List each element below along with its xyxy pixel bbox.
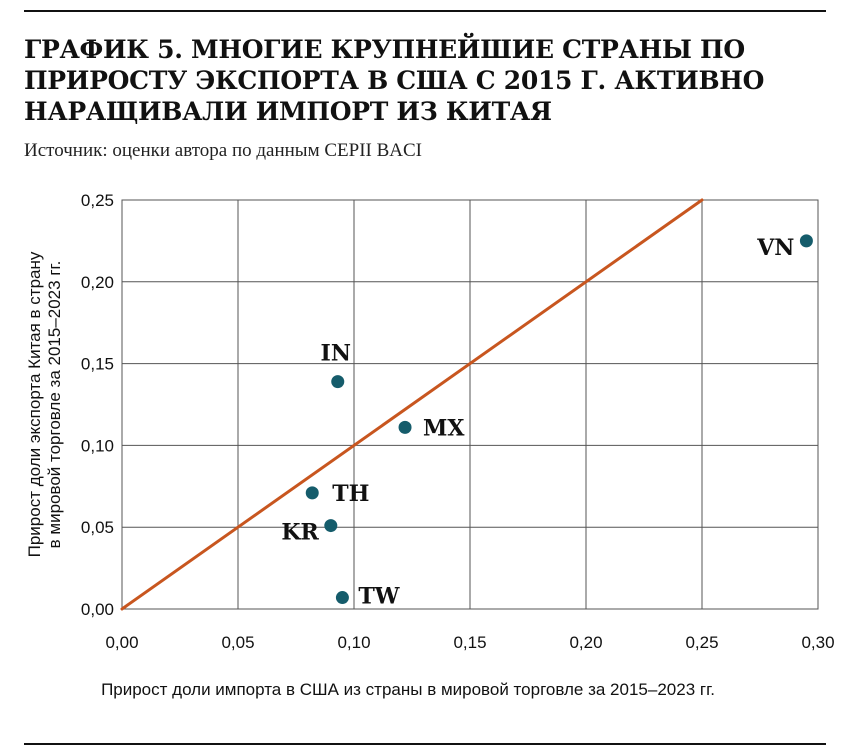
y-tick-label: 0,15 <box>81 355 114 374</box>
y-axis-title-line: в мировой торговле за 2015–2023 гг. <box>45 261 64 549</box>
reference-line <box>120 198 704 611</box>
point-label-in: IN <box>321 341 351 367</box>
x-axis-title: Прирост доли импорта в США из страны в м… <box>101 680 715 699</box>
y-tick-label: 0,10 <box>81 436 114 455</box>
x-tick-label: 0,30 <box>801 633 834 652</box>
y-tick-label: 0,25 <box>81 191 114 210</box>
x-tick-label: 0,10 <box>337 633 370 652</box>
data-point-mx <box>398 420 412 434</box>
data-point-tw <box>335 591 349 605</box>
data-point-vn <box>799 234 813 248</box>
top-rule <box>24 10 826 12</box>
x-tick-label: 0,15 <box>453 633 486 652</box>
y-tick-label: 0,20 <box>81 273 114 292</box>
x-tick-label: 0,00 <box>105 633 138 652</box>
point-label-kr: KR <box>281 520 319 546</box>
point-label-mx: MX <box>423 415 465 441</box>
data-point-th <box>305 486 319 500</box>
point-label-th: TH <box>332 481 369 507</box>
bottom-rule <box>24 743 826 745</box>
y-tick-label: 0,00 <box>81 600 114 619</box>
y-tick-label: 0,05 <box>81 518 114 537</box>
y-axis-title-line: Прирост доли экспорта Китая в страну <box>25 251 44 557</box>
y-axis-title: Прирост доли экспорта Китая в странув ми… <box>25 251 64 557</box>
data-point-in <box>331 375 345 389</box>
chart-title: ГРАФИК 5. МНОГИЕ КРУПНЕЙШИЕ СТРАНЫ ПО ПР… <box>24 35 765 126</box>
x-tick-label: 0,25 <box>685 633 718 652</box>
data-point-kr <box>324 519 338 533</box>
x-tick-label: 0,05 <box>221 633 254 652</box>
point-label-tw: TW <box>358 584 399 610</box>
x-tick-label: 0,20 <box>569 633 602 652</box>
point-label-vn: VN <box>756 235 794 261</box>
chart-source: Источник: оценки автора по данным CEPII … <box>24 140 422 161</box>
